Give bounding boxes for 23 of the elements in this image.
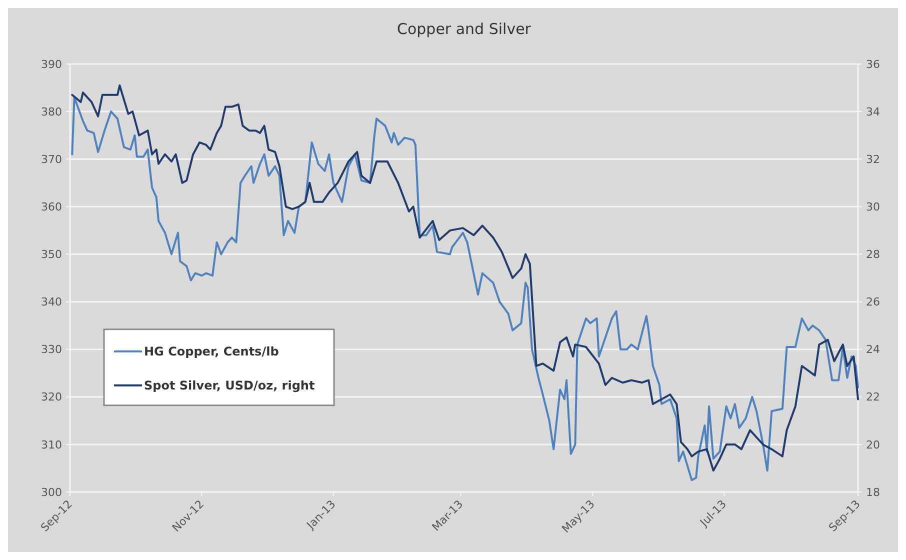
y-tick-label: 390 <box>41 58 62 71</box>
y2-tick-label: 32 <box>866 152 880 166</box>
y-tick-label: 300 <box>41 486 62 499</box>
y-tick-label: 320 <box>41 390 62 404</box>
y2-tick-label: 24 <box>866 343 880 356</box>
y-tick-label: 370 <box>41 152 62 166</box>
y2-tick-label: 30 <box>866 200 880 214</box>
y-tick-label: 380 <box>41 105 62 118</box>
y2-tick-label: 20 <box>866 438 880 452</box>
legend-label: Spot Silver, USD/oz, right <box>144 378 315 393</box>
y2-tick-label: 36 <box>866 58 880 71</box>
y2-tick-label: 26 <box>866 296 880 309</box>
y-tick-label: 330 <box>41 343 62 356</box>
legend-label: HG Copper, Cents/lb <box>144 344 280 359</box>
y-tick-label: 310 <box>41 438 62 452</box>
y2-tick-label: 18 <box>866 486 880 499</box>
y2-tick-label: 28 <box>866 248 880 262</box>
y-tick-label: 340 <box>41 296 62 309</box>
y2-tick-label: 34 <box>866 105 880 118</box>
y-tick-label: 350 <box>41 248 62 262</box>
y-tick-label: 360 <box>41 200 62 214</box>
y2-tick-label: 22 <box>866 390 880 404</box>
chart-title: Copper and Silver <box>397 20 532 38</box>
